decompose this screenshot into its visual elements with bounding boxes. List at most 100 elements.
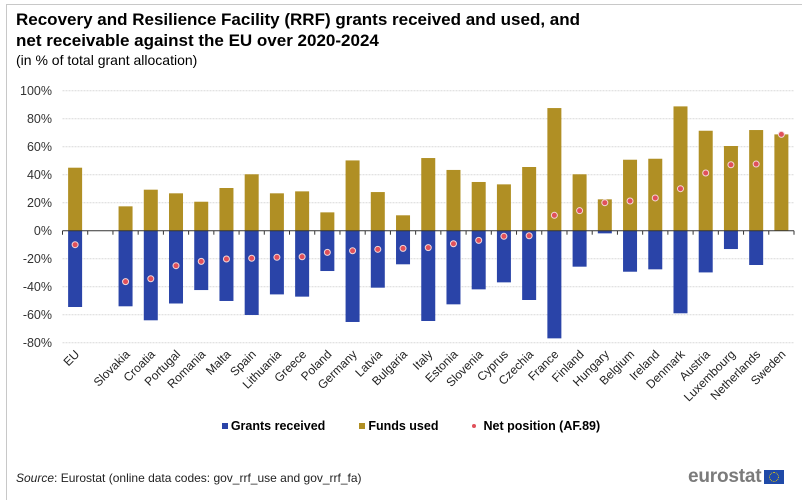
bar-grants-received: [673, 230, 688, 314]
eurostat-logo: eurostat: [688, 466, 785, 488]
x-axis: [62, 230, 795, 235]
point-net-position: [500, 232, 508, 240]
bar-grants-received: [572, 230, 587, 267]
bar-grants-received: [345, 230, 360, 322]
bar-grants-received: [446, 230, 461, 305]
point-net-position: [475, 236, 483, 244]
legend-swatch-grants-received: [221, 423, 228, 429]
bar-funds-used: [471, 181, 486, 231]
point-net-position: [273, 253, 281, 261]
gridlines: [62, 90, 794, 344]
point-net-position: [197, 257, 205, 265]
point-net-position: [626, 197, 634, 205]
point-net-position: [651, 194, 659, 202]
bar-funds-used: [597, 199, 612, 231]
point-net-position: [752, 160, 760, 168]
bar-grants-received: [295, 230, 310, 297]
bar-funds-used: [673, 106, 688, 231]
legend: Grants received Funds used Net position …: [0, 419, 802, 433]
legend-item-grants-received: Grants received: [221, 419, 325, 433]
chart-subtitle: (in % of total grant allocation): [16, 52, 198, 68]
bar-grants-received: [547, 230, 562, 339]
bar-funds-used: [749, 130, 764, 231]
bar-funds-used: [295, 191, 310, 231]
x-tick-label: Malta: [203, 347, 234, 378]
source-text: : Eurostat (online data codes: gov_rrf_u…: [54, 471, 362, 485]
point-net-position: [122, 278, 130, 286]
bar-funds-used: [194, 201, 209, 231]
y-tick-label: -80%: [23, 336, 52, 350]
point-net-position: [248, 254, 256, 262]
bar-funds-used: [143, 189, 158, 231]
point-net-position: [222, 255, 230, 263]
bar-grants-received: [471, 230, 486, 290]
bar-funds-used: [623, 159, 638, 231]
point-net-position: [71, 241, 79, 249]
bar-grants-received: [597, 230, 612, 234]
x-tick-label: EU: [61, 347, 83, 369]
eu-flag-icon: [764, 470, 785, 484]
bar-funds-used: [522, 167, 537, 231]
legend-label-net-position: Net position (AF.89): [483, 419, 601, 433]
bar-funds-used: [698, 130, 713, 231]
logo-text: eurostat: [688, 466, 762, 487]
bar-grants-received: [623, 230, 638, 272]
bar-grants-received: [723, 230, 738, 250]
point-net-position: [702, 169, 710, 177]
bar-grants-received: [698, 230, 713, 273]
bar-grants-received: [648, 230, 663, 270]
bar-grants-received: [118, 230, 133, 307]
bar-funds-used: [68, 167, 83, 231]
chart-frame: [6, 4, 802, 500]
point-net-position: [601, 199, 609, 207]
point-net-position: [147, 275, 155, 283]
bar-funds-used: [446, 169, 461, 231]
bar-funds-used: [345, 160, 360, 231]
y-tick-label: 20%: [27, 196, 52, 210]
bar-grants-received: [749, 230, 764, 265]
bar-funds-used: [774, 134, 789, 231]
point-net-position: [298, 253, 306, 261]
bar-funds-used: [572, 174, 587, 231]
bar-funds-used: [118, 206, 133, 231]
bar-funds-used: [396, 215, 411, 231]
bar-funds-used: [421, 158, 436, 231]
source-label: Source: [16, 471, 55, 485]
y-tick-label: 40%: [27, 168, 52, 182]
bar-grants-received: [68, 230, 83, 307]
source-note: Source: Eurostat (online data codes: gov…: [16, 471, 362, 485]
bar-funds-used: [496, 184, 511, 231]
legend-swatch-net-position: [472, 424, 477, 428]
y-tick-label: 60%: [27, 140, 52, 154]
net-position-points: [71, 130, 785, 286]
bar-funds-used: [219, 188, 234, 231]
bar-grants-received: [244, 230, 259, 315]
chart-title-line-1: Recovery and Resilience Facility (RRF) g…: [16, 10, 581, 29]
bar-funds-used: [244, 174, 259, 231]
point-net-position: [449, 240, 457, 248]
bar-funds-used: [269, 193, 284, 231]
y-axis-ticks: -80% -60% -40% -20% 0% 20% 40% 60% 80% 100%: [20, 84, 52, 350]
y-tick-label: -40%: [23, 280, 52, 294]
bar-grants-received: [421, 230, 436, 321]
bar-grants-received: [269, 230, 284, 295]
point-net-position: [424, 244, 432, 252]
y-tick-label: 80%: [27, 112, 52, 126]
point-net-position: [576, 207, 584, 215]
point-net-position: [399, 244, 407, 252]
x-axis-labels: EU SlovakiaCroatiaPortugalRomaniaMaltaSpa…: [61, 347, 789, 405]
bar-grants-received: [370, 230, 385, 288]
legend-item-net-position: Net position (AF.89): [472, 419, 600, 433]
legend-label-funds-used: Funds used: [368, 419, 439, 433]
bar-funds-used: [547, 108, 562, 231]
point-net-position: [374, 245, 382, 253]
bar-grants-received: [496, 230, 511, 283]
y-tick-label: 100%: [20, 84, 52, 98]
bar-funds-used: [723, 146, 738, 231]
point-net-position: [525, 232, 533, 240]
point-net-position: [727, 161, 735, 169]
bar-grants-received: [219, 230, 234, 301]
bar-funds-used: [320, 212, 335, 231]
legend-swatch-funds-used: [359, 423, 366, 429]
bar-funds-used: [169, 193, 184, 231]
